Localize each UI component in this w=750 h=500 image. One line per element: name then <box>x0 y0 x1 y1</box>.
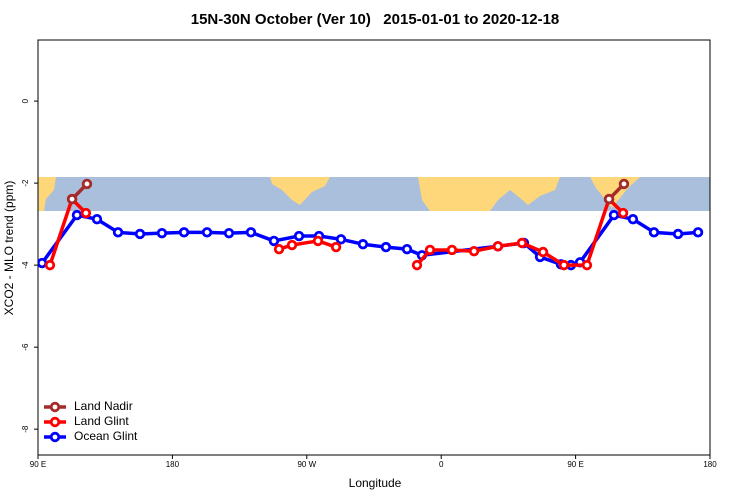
chart-title: 15N-30N October (Ver 10) 2015-01-01 to 2… <box>191 11 560 28</box>
legend-swatch-point <box>49 416 61 428</box>
data-point <box>516 237 528 249</box>
data-point <box>286 239 298 251</box>
data-point <box>178 227 190 238</box>
plot-frame <box>37 39 711 456</box>
data-point <box>581 259 593 271</box>
data-point <box>268 235 280 247</box>
data-point <box>401 243 413 255</box>
data-point <box>66 193 78 205</box>
data-point <box>38 257 48 269</box>
data-point <box>692 227 704 238</box>
legend-label: Ocean Glint <box>74 429 138 443</box>
data-point <box>44 259 56 271</box>
data-point <box>91 214 103 225</box>
legend-label: Land Nadir <box>74 399 133 413</box>
data-point <box>648 227 660 238</box>
data-point <box>446 244 458 256</box>
data-point <box>330 241 342 253</box>
data-point <box>608 209 620 221</box>
data-point <box>424 244 436 256</box>
y-tick-label: -2 <box>21 179 30 187</box>
data-point <box>245 227 257 238</box>
data-point <box>672 228 684 240</box>
data-point <box>357 239 369 250</box>
data-point <box>71 209 83 221</box>
data-point <box>80 207 92 219</box>
legend-label: Land Glint <box>74 414 129 428</box>
x-tick-label: 90 E <box>30 460 46 469</box>
map-band <box>38 177 710 211</box>
y-tick-label: -6 <box>21 343 30 351</box>
data-point <box>335 234 347 245</box>
data-point <box>312 235 324 247</box>
data-point <box>201 227 213 238</box>
data-point <box>223 227 235 239</box>
x-tick-label: 180 <box>166 460 180 469</box>
y-tick-label: -8 <box>21 425 30 433</box>
data-point <box>617 207 629 219</box>
legend-swatch-point <box>49 431 61 443</box>
data-point <box>156 227 168 239</box>
y-tick-label: -4 <box>21 261 30 269</box>
x-tick-label: 90 W <box>297 460 316 469</box>
y-axis-label: XCO2 - MLO trend (ppm) <box>2 181 16 316</box>
data-point <box>468 245 480 257</box>
data-point <box>411 259 423 271</box>
plot-area <box>38 178 704 271</box>
x-tick-label: 0 <box>439 460 444 469</box>
data-point <box>618 178 630 190</box>
x-axis-label: Longitude <box>349 476 402 490</box>
data-point <box>627 214 639 225</box>
data-point <box>537 246 549 258</box>
y-tick-label: 0 <box>21 98 30 103</box>
x-tick-label: 90 E <box>567 460 583 469</box>
data-point <box>273 243 285 255</box>
data-point <box>380 241 392 253</box>
data-point <box>558 259 570 271</box>
data-point <box>492 241 504 252</box>
data-point <box>134 228 146 240</box>
data-point <box>603 193 615 205</box>
x-tick-label: 180 <box>703 460 717 469</box>
data-point <box>81 178 93 190</box>
data-point <box>112 227 124 238</box>
data-point <box>293 230 305 242</box>
legend-swatch-point <box>49 401 61 413</box>
